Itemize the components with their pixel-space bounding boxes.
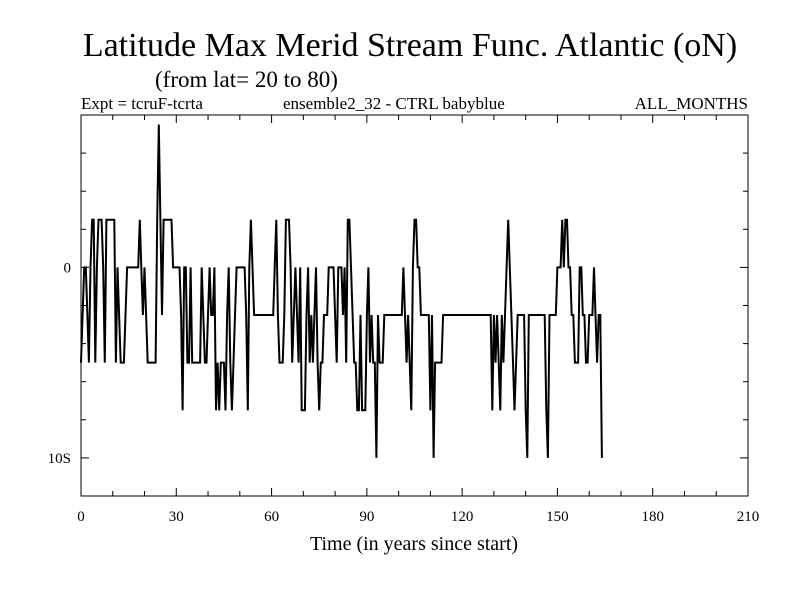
x-tick-label: 210: [737, 509, 760, 525]
y-tick-label: 10S: [48, 451, 71, 467]
months-label: ALL_MONTHS: [634, 94, 748, 113]
x-tick-label: 180: [641, 509, 664, 525]
axis-tick-labels: 0 30 60 90 120 150 180 210 0 10S: [48, 260, 760, 525]
x-tick-label: 120: [451, 509, 474, 525]
x-tick-label: 60: [264, 509, 279, 525]
x-tick-label: 0: [77, 509, 85, 525]
x-tick-label: 90: [359, 509, 374, 525]
x-tick-label: 30: [169, 509, 184, 525]
series-line: [80, 124, 603, 458]
expt-label: Expt = tcruF-tcrta: [81, 94, 203, 113]
y-tick-label: 0: [64, 260, 72, 276]
x-tick-label: 150: [546, 509, 569, 525]
ensemble-label: ensemble2_32 - CTRL babyblue: [283, 94, 505, 113]
chart-title: Latitude Max Merid Stream Func. Atlantic…: [82, 27, 738, 64]
chart-subtitle: (from lat= 20 to 80): [155, 67, 338, 92]
axis-ticks: [80, 114, 749, 497]
x-axis-label: Time (in years since start): [310, 533, 518, 555]
